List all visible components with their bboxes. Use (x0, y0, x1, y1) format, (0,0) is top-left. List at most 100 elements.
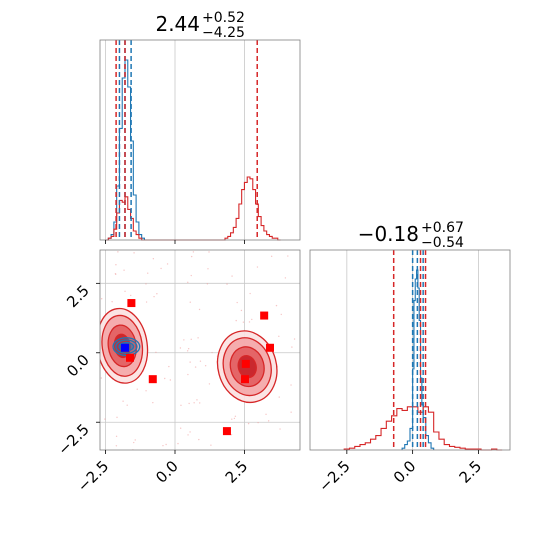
background-sample-dot (231, 275, 233, 277)
background-sample-dot (166, 263, 169, 265)
background-sample-dot (162, 444, 164, 447)
histogram-y-frame (309, 249, 511, 451)
background-sample-dot (248, 321, 251, 323)
histogram-y-title: −0.18 (358, 222, 419, 246)
background-sample-dot (133, 441, 135, 444)
background-sample-dot (249, 292, 251, 295)
histogram-x-grid (105, 40, 245, 240)
background-sample-dot (124, 290, 126, 293)
background-sample-dot (100, 377, 103, 379)
red-marker (127, 299, 136, 308)
background-sample-dot (267, 420, 270, 422)
background-sample-dot (186, 350, 189, 352)
histogram-y-panel: −2.5 0.0 2.5 −0.18 +0.67 −0.54 (309, 220, 511, 496)
background-sample-dot (190, 255, 193, 258)
background-sample-dot (133, 252, 135, 254)
background-sample-dot (235, 319, 237, 322)
background-sample-dot (193, 402, 195, 404)
background-sample-dot (187, 373, 189, 376)
background-sample-dot (130, 294, 132, 297)
background-sample-dot (122, 400, 124, 402)
background-sample-dot (194, 366, 197, 368)
contour-body (100, 251, 296, 450)
background-sample-dot (100, 298, 103, 300)
background-sample-dot (192, 251, 195, 253)
histogram-y-title-sup: +0.67 (421, 220, 464, 236)
background-sample-dot (233, 417, 236, 420)
histogram-x-ticks (105, 240, 245, 244)
background-sample-dot (145, 390, 147, 392)
background-sample-dot (187, 348, 190, 350)
background-sample-dot (145, 283, 147, 285)
background-sample-dot (279, 428, 281, 430)
background-sample-dot (234, 415, 237, 417)
y-tick-label: −2.5 (54, 420, 92, 458)
background-sample-dot (115, 435, 118, 438)
red-marker (126, 353, 134, 362)
background-sample-dot (199, 360, 202, 362)
background-sample-dot (257, 421, 259, 424)
red-marker (222, 427, 231, 436)
background-sample-dot (126, 404, 128, 406)
x-tick-label: 0.0 (152, 457, 182, 487)
histogram-x-quantile-lines (115, 40, 258, 240)
background-sample-dot (153, 295, 155, 298)
background-sample-dot (242, 321, 245, 323)
background-sample-dot (169, 379, 172, 381)
red-marker (241, 375, 249, 384)
background-sample-dot (188, 402, 190, 405)
histogram-series-line (107, 59, 145, 240)
background-sample-dot (231, 418, 233, 420)
background-sample-dot (168, 365, 170, 368)
background-sample-dot (247, 422, 250, 425)
background-sample-dot (115, 264, 117, 266)
background-sample-dot (287, 255, 289, 257)
background-sample-dot (290, 384, 292, 386)
background-sample-dot (204, 364, 207, 367)
background-sample-dot (265, 413, 267, 416)
background-sample-dot (187, 434, 189, 436)
background-sample-dot (111, 300, 113, 303)
background-sample-dot (179, 347, 182, 349)
red-marker (260, 311, 269, 320)
background-sample-dot (187, 281, 189, 284)
background-sample-dot (114, 273, 117, 275)
histogram-y-quantile-lines (392, 250, 427, 450)
background-sample-dot (208, 251, 210, 253)
background-sample-dot (180, 404, 182, 407)
background-sample-dot (206, 283, 209, 285)
background-sample-dot (156, 293, 158, 295)
histogram-x-title-sup: +0.52 (202, 10, 245, 26)
background-sample-dot (256, 266, 259, 268)
contour-ticks: −2.5 0.0 2.5 −2.5 0.0 2.5 (54, 281, 251, 495)
y-tick-label: 0.0 (63, 351, 93, 381)
background-sample-dot (189, 301, 191, 303)
background-sample-dot (196, 399, 198, 401)
background-sample-dot (183, 339, 185, 341)
background-sample-dot (177, 442, 179, 445)
background-sample-dot (164, 377, 166, 380)
contour-panel: −2.5 0.0 2.5 −2.5 0.0 2.5 (54, 249, 301, 496)
histogram-y-title-sub: −0.54 (421, 235, 464, 251)
background-sample-dot (197, 337, 199, 339)
background-sample-dot (226, 283, 228, 285)
background-sample-dot (251, 318, 253, 321)
background-sample-dot (198, 438, 200, 441)
background-sample-dot (152, 258, 155, 260)
background-sample-dot (240, 309, 243, 312)
red-marker (241, 359, 250, 368)
histogram-x-title-sub: −4.25 (202, 25, 245, 41)
background-sample-dot (278, 335, 280, 338)
background-sample-dot (236, 301, 238, 304)
blue-marker (121, 343, 129, 352)
y-tick-label: 2.5 (63, 281, 93, 311)
x-tick-label: 2.5 (222, 457, 252, 487)
background-sample-dot (123, 269, 125, 271)
background-sample-dot (152, 401, 154, 404)
histogram-y-ticks: −2.5 0.0 2.5 (315, 450, 485, 496)
background-sample-dot (290, 411, 292, 413)
background-sample-dot (284, 277, 287, 279)
x-tick-label: −2.5 (74, 457, 112, 495)
background-sample-dot (207, 268, 209, 270)
